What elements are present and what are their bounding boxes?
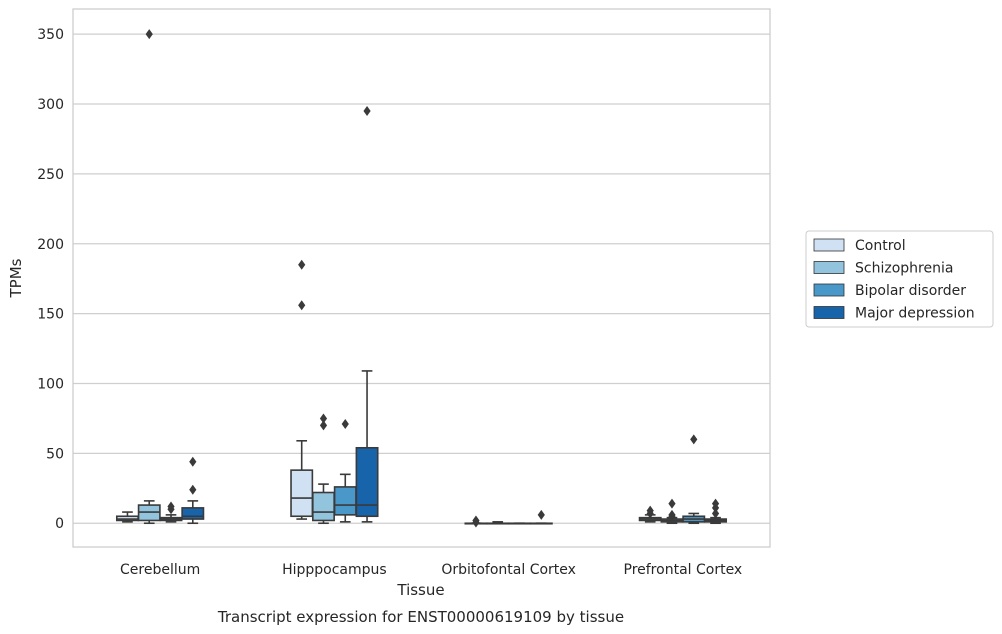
box-orbitofontal-cortex-major-depression	[529, 509, 553, 525]
grid-lines	[73, 33, 770, 524]
outlier-point	[189, 484, 197, 495]
box-hipppocampus-bipolar-disorder	[333, 419, 357, 523]
outlier-point	[189, 456, 197, 467]
box-cerebellum-bipolar-disorder	[159, 501, 183, 523]
y-tick-label: 0	[55, 516, 64, 532]
box-orbitofontal-cortex-control	[464, 515, 488, 528]
box-iqr	[290, 469, 314, 518]
chart-caption: Transcript expression for ENST0000061910…	[217, 608, 624, 626]
legend: Control Schizophrenia Bipolar disorder Majo…	[805, 230, 994, 328]
outlier-point	[341, 419, 349, 430]
outlier-point	[537, 509, 545, 520]
outlier-point	[668, 498, 676, 509]
legend-frame	[805, 230, 994, 328]
x-axis-ticks: Cerebellum Hipppocampus Orbitofontal Corte…	[120, 562, 742, 578]
legend-label: Control	[855, 238, 906, 254]
box-hipppocampus-major-depression	[355, 106, 379, 523]
y-axis-ticks: 0 50 100 150 200 250 300 350	[37, 27, 64, 532]
outlier-point	[711, 508, 720, 519]
y-tick-label: 200	[37, 237, 64, 253]
box-cerebellum-control	[115, 511, 139, 523]
outlier-point	[363, 106, 371, 117]
x-tick-label: Orbitofontal Cortex	[441, 562, 576, 578]
outlier-point	[668, 511, 676, 522]
box-prefrontal-cortex-control	[638, 505, 662, 523]
y-tick-label: 350	[37, 27, 64, 43]
outlier-point	[145, 29, 153, 40]
box-prefrontal-cortex-schizophrenia	[660, 498, 684, 525]
x-axis-label: Tissue	[396, 581, 444, 599]
legend-label: Bipolar disorder	[855, 283, 966, 299]
outlier-point	[319, 413, 328, 424]
y-axis-label: TPMs	[7, 258, 25, 298]
y-tick-label: 100	[37, 377, 64, 393]
box-iqr	[355, 446, 379, 518]
x-tick-label: Prefrontal Cortex	[624, 562, 743, 578]
y-tick-label: 250	[37, 167, 64, 183]
box-cerebellum-major-depression	[181, 456, 205, 525]
x-tick-label: Hipppocampus	[282, 562, 387, 578]
box-orbitofontal-cortex-bipolar-disorder	[508, 522, 531, 525]
box-prefrontal-cortex-major-depression	[704, 498, 728, 525]
outlier-point	[711, 502, 720, 513]
box-hipppocampus-control	[290, 259, 314, 520]
outlier-point	[298, 259, 306, 270]
outlier-point	[298, 300, 306, 311]
legend-label: Major depression	[855, 306, 975, 322]
outlier-point	[319, 420, 328, 431]
box-hipppocampus-schizophrenia	[312, 413, 335, 525]
legend-swatch	[813, 283, 845, 297]
outlier-point	[646, 508, 654, 519]
plot-frame	[72, 8, 771, 548]
outlier-point	[690, 434, 698, 445]
y-tick-label: 50	[46, 446, 64, 462]
legend-swatch	[813, 306, 845, 319]
box-iqr	[312, 491, 335, 522]
box-iqr	[333, 486, 357, 516]
y-tick-label: 150	[37, 307, 64, 323]
legend-label: Schizophrenia	[855, 261, 953, 277]
y-tick-label: 300	[37, 97, 64, 113]
legend-swatch	[813, 261, 845, 274]
box-cerebellum-schizophrenia	[137, 29, 161, 525]
box-orbitofontal-cortex-schizophrenia	[486, 521, 510, 525]
box-iqr	[181, 507, 205, 520]
box-prefrontal-cortex-bipolar-disorder	[682, 434, 706, 525]
legend-swatch	[813, 238, 845, 252]
outlier-point	[167, 504, 175, 515]
outlier-point	[472, 517, 480, 528]
box-layer	[115, 29, 728, 528]
x-tick-label: Cerebellum	[120, 562, 200, 578]
